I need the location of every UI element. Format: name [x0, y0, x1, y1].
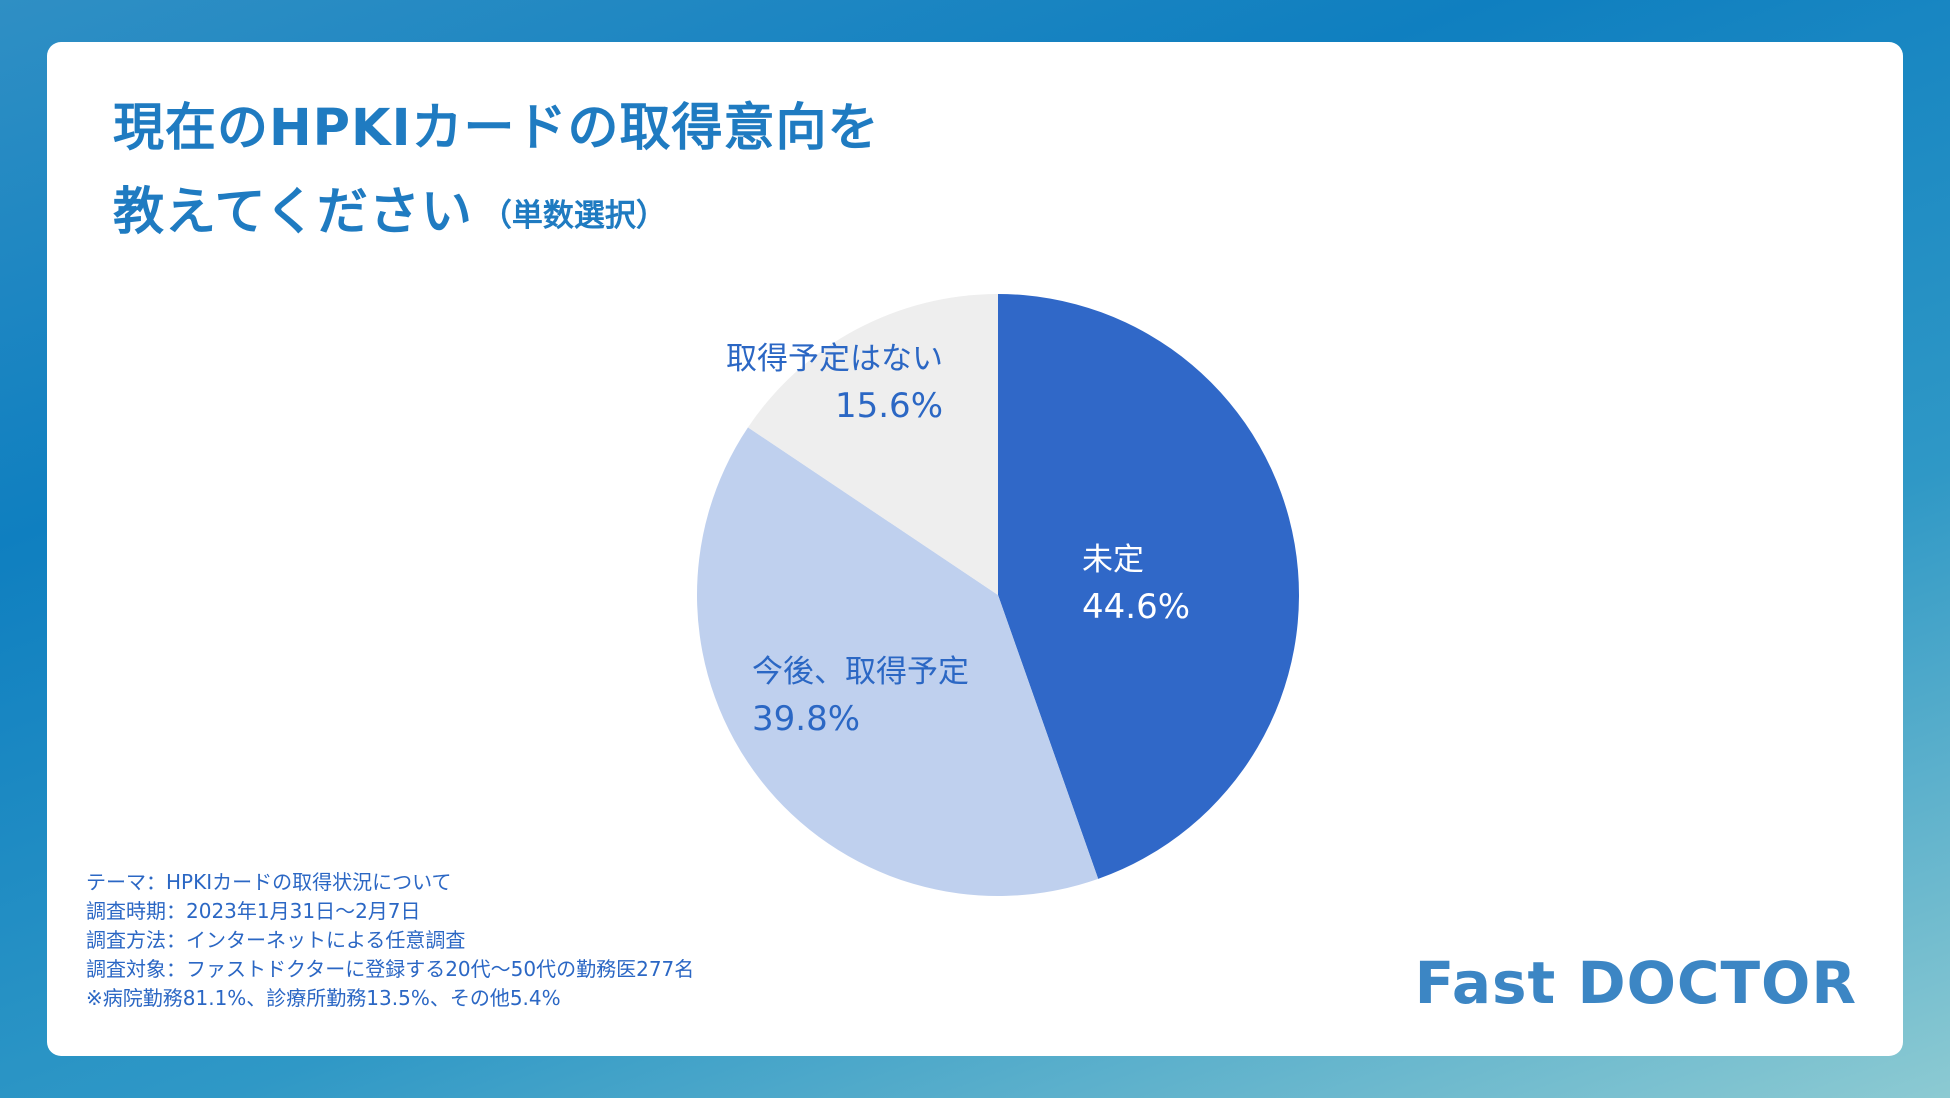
footnote-theme: テーマ：HPKIカードの取得状況について — [86, 870, 452, 894]
slice-value-not-planned: 15.6% — [835, 386, 943, 426]
slice-label-undecided: 未定 — [1082, 542, 1144, 578]
slice-value-planned: 39.8% — [752, 699, 860, 739]
footnote-method: 調査方法：インターネットによる任意調査 — [86, 928, 466, 952]
fast-doctor-logo: Fast DOCTOR — [1414, 949, 1857, 1017]
slice-label-planned: 今後、取得予定 — [752, 654, 969, 690]
pie-slice-undecided — [998, 294, 1299, 879]
page-title: 現在のHPKIカードの取得意向を 教えてください （単数選択） — [113, 87, 880, 258]
content-card: 現在のHPKIカードの取得意向を 教えてください （単数選択） 未定 44.6% 今後… — [47, 42, 1903, 1056]
title-line-2-text: 教えてください — [113, 183, 473, 242]
footnote-breakdown: ※病院勤務81.1%、診療所勤務13.5%、その他5.4% — [86, 986, 561, 1010]
slice-label-not-planned: 取得予定はない — [726, 341, 943, 377]
title-subtitle: （単数選択） — [480, 198, 667, 234]
title-line-1: 現在のHPKIカードの取得意向を — [113, 99, 880, 158]
footnote-target: 調査対象：ファストドクターに登録する20代〜50代の勤務医277名 — [86, 957, 695, 981]
footnote-period: 調査時期：2023年1月31日〜2月7日 — [86, 899, 421, 923]
title-line-2: 教えてください （単数選択） — [113, 171, 880, 258]
slice-value-undecided: 44.6% — [1082, 587, 1190, 627]
survey-footnote: テーマ：HPKIカードの取得状況について 調査時期：2023年1月31日〜2月7… — [86, 868, 694, 1013]
pie-chart: 未定 44.6% 今後、取得予定 39.8% 取得予定はない 15.6% — [697, 294, 1299, 896]
pie-slice-not-planned — [747, 294, 998, 595]
pie-slice-planned — [697, 427, 1099, 896]
